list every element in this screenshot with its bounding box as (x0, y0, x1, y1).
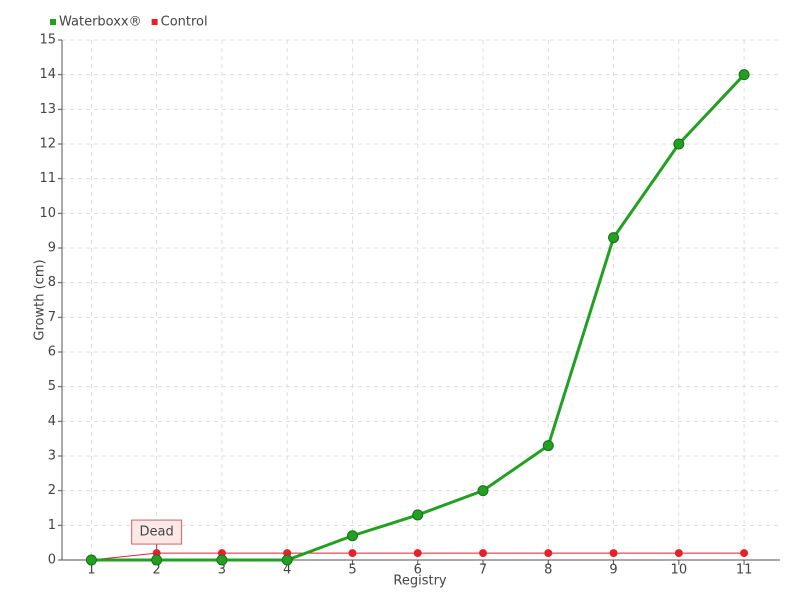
y-tick-label: 0 (48, 553, 56, 568)
data-point (413, 549, 422, 558)
y-tick-label: 9 (48, 241, 56, 256)
x-tick-label: 9 (609, 563, 617, 578)
data-point (479, 549, 488, 558)
data-point (609, 549, 618, 558)
data-point (740, 549, 749, 558)
x-tick-label: 11 (736, 563, 753, 578)
annotation-box (131, 519, 183, 545)
data-point (608, 232, 620, 244)
y-tick-label: 14 (39, 67, 56, 82)
y-tick-label: 6 (48, 345, 56, 360)
data-point (151, 554, 163, 566)
x-axis-label: Registry (393, 574, 447, 589)
data-point (738, 69, 750, 81)
y-tick-label: 13 (39, 102, 56, 117)
x-tick-label: 8 (544, 563, 552, 578)
x-tick-label: 2 (153, 563, 161, 578)
data-point (477, 485, 489, 497)
y-tick-label: 10 (39, 206, 56, 221)
y-tick-label: 12 (39, 137, 56, 152)
legend-swatch (151, 19, 158, 25)
y-tick-label: 15 (39, 33, 56, 48)
x-tick-label: 3 (218, 563, 226, 578)
annotation-text: Dead (140, 525, 174, 540)
y-axis-label: Growth (cm) (33, 259, 48, 340)
y-tick-label: 8 (48, 275, 56, 290)
y-tick-label: 4 (48, 414, 56, 429)
y-tick-label: 7 (48, 310, 56, 325)
data-point (216, 554, 228, 566)
data-point (346, 530, 358, 542)
data-point (85, 554, 97, 566)
data-point (673, 138, 685, 150)
x-tick-label: 5 (348, 563, 356, 578)
y-tick-label: 3 (48, 449, 56, 464)
data-point (542, 440, 554, 452)
x-tick-label: 7 (479, 563, 487, 578)
legend-label: Waterboxx® (59, 15, 142, 30)
data-point (281, 554, 293, 566)
x-tick-label: 10 (671, 563, 688, 578)
data-point (544, 549, 553, 558)
y-tick-label: 1 (48, 518, 56, 533)
y-tick-label: 5 (48, 379, 56, 394)
x-tick-label: 6 (414, 563, 422, 578)
data-point (674, 549, 683, 558)
x-tick-label: 4 (283, 563, 291, 578)
data-point (412, 509, 424, 521)
legend-swatch (50, 19, 56, 25)
data-point (348, 549, 357, 558)
x-tick-label: 1 (87, 563, 95, 578)
legend-label: Control (161, 15, 208, 30)
y-tick-label: 2 (48, 483, 56, 498)
y-tick-label: 11 (39, 171, 56, 186)
